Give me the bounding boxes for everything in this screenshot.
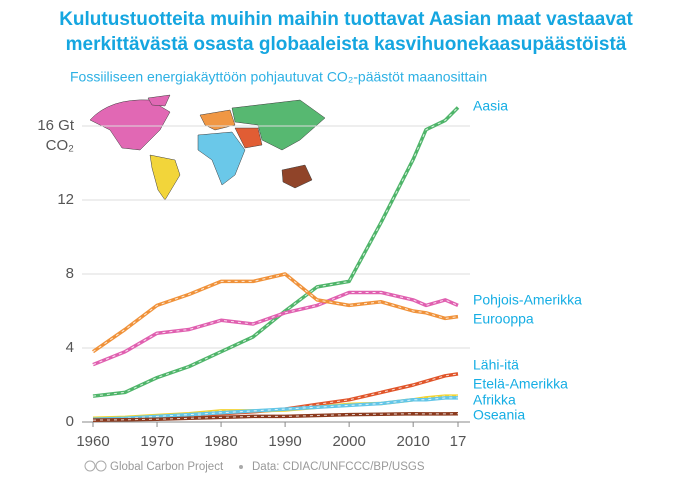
y-unit: CO₂ [46, 137, 75, 154]
x-tick-label: 1990 [268, 433, 301, 450]
y-tick-label: 0 [66, 413, 74, 430]
series-label: Oseania [473, 407, 525, 423]
separator [239, 465, 243, 469]
series-highlight [92, 273, 459, 353]
x-tick-label: 17 [450, 433, 467, 450]
chart-subtitle: Fossiiliseen energiakäyttöön pohjautuvat… [70, 69, 487, 85]
series-label: Lähi-itä [473, 357, 519, 373]
chart-title: Kulutustuotteita muihin maihin tuottavat… [59, 9, 633, 30]
chart-title: merkittävästä osasta globaaleista kasvih… [66, 34, 627, 55]
y-tick-label: 16 Gt [37, 117, 75, 134]
x-tick-label: 2010 [396, 433, 429, 450]
y-tick-label: 4 [66, 339, 74, 356]
x-tick-label: 1980 [204, 433, 237, 450]
series-label: Etelä-Amerikka [473, 376, 568, 392]
series-highlight [92, 413, 459, 421]
x-tick-label: 2000 [332, 433, 365, 450]
series-label: Eurooppa [473, 311, 534, 327]
footer: Global Carbon Project Data: CDIAC/UNFCCC… [84, 460, 425, 473]
series-label: Afrikka [473, 392, 516, 408]
license-icon [95, 460, 107, 472]
y-tick-label: 12 [57, 191, 74, 208]
series-highlight [92, 292, 459, 366]
series-highlight [92, 107, 459, 397]
x-tick-label: 1970 [140, 433, 173, 450]
x-tick-label: 1960 [76, 433, 109, 450]
series-label: Pohjois-Amerikka [473, 292, 582, 308]
series-line [92, 290, 459, 367]
footer-source: Global Carbon Project [110, 461, 224, 473]
footer-data: Data: CDIAC/UNFCCC/BP/USGS [252, 461, 425, 473]
series-highlight [92, 397, 458, 420]
world-map [89, 94, 326, 201]
series-label: Aasia [473, 98, 508, 114]
y-tick-label: 8 [66, 265, 74, 282]
series-line [92, 106, 460, 398]
license-icon [84, 460, 96, 472]
